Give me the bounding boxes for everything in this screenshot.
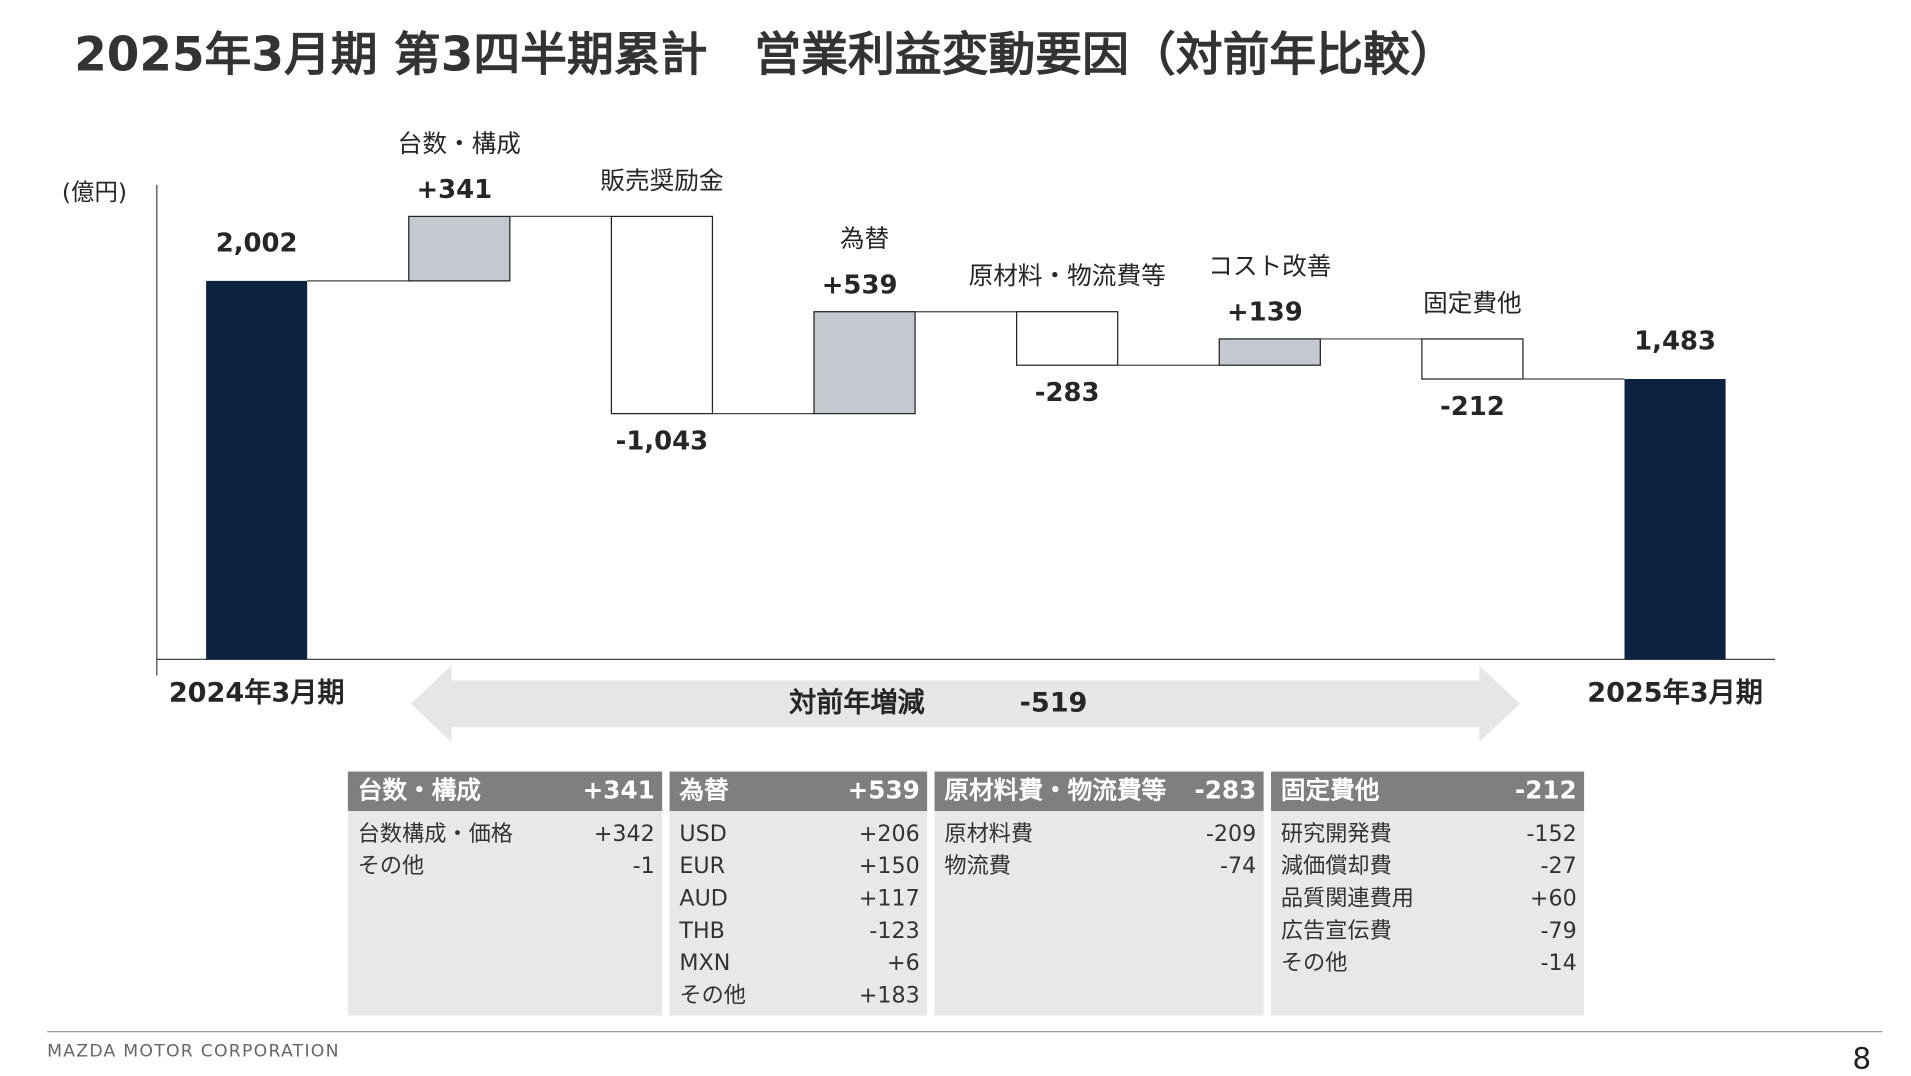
row-value: -1: [633, 853, 655, 879]
bar: [408, 215, 511, 282]
row-value: -79: [1540, 918, 1576, 944]
table-title: 台数・構成: [358, 775, 482, 804]
category-label: コスト改善: [1208, 251, 1331, 280]
slide-title: 2025年3月期 第3四半期累計 営業利益変動要因（対前年比較）: [74, 28, 1457, 82]
table-title: 固定費他: [1281, 775, 1380, 804]
table-body: [347, 811, 663, 1016]
table-total: -212: [1515, 775, 1577, 804]
table-body: [1271, 811, 1585, 1016]
category-label: 原材料・物流費等: [969, 261, 1166, 290]
bar: [1624, 379, 1726, 660]
table-title: 原材料費・物流費等: [944, 775, 1166, 804]
category-label: 固定費他: [1423, 288, 1522, 317]
row-name: 研究開発費: [1281, 821, 1392, 847]
row-name: MXN: [679, 950, 730, 976]
row-name: EUR: [679, 853, 725, 879]
row-value: -27: [1540, 853, 1576, 879]
category-label: 販売奨励金: [600, 166, 723, 195]
row-value: +60: [1530, 886, 1577, 912]
row-value: +150: [859, 853, 920, 879]
footer-text: MAZDA MOTOR CORPORATION: [47, 1041, 340, 1061]
category-label: 2024年3月期: [169, 676, 345, 708]
row-value: -74: [1220, 853, 1256, 879]
category-label: 台数・構成: [398, 129, 521, 158]
page-number: 8: [1852, 1041, 1871, 1075]
row-name: 減価償却費: [1281, 853, 1392, 879]
value-label: 2,002: [216, 228, 298, 258]
row-name: その他: [679, 982, 746, 1008]
bar: [1421, 338, 1524, 380]
change-label: 対前年増減: [789, 686, 925, 718]
value-label: +341: [417, 175, 493, 205]
bar: [1016, 311, 1119, 366]
table-header: [1271, 771, 1585, 812]
row-value: +6: [887, 950, 920, 976]
row-name: 広告宣伝費: [1281, 918, 1392, 944]
row-value: -152: [1526, 821, 1576, 847]
change-value: -519: [1020, 687, 1088, 718]
table-total: +539: [848, 775, 920, 804]
row-value: -209: [1206, 821, 1256, 847]
table-title: 為替: [679, 775, 729, 804]
category-label: 2025年3月期: [1587, 676, 1763, 708]
row-name: その他: [358, 853, 425, 879]
value-label: +539: [822, 270, 898, 300]
row-value: +206: [859, 821, 920, 847]
row-name: 原材料費: [944, 821, 1033, 847]
table-total: +341: [583, 775, 655, 804]
row-value: +183: [859, 982, 920, 1008]
category-label: 為替: [840, 224, 889, 253]
row-name: 品質関連費用: [1281, 886, 1414, 912]
unit-label: (億円): [62, 178, 127, 206]
row-name: その他: [1281, 950, 1348, 976]
bar: [1218, 338, 1321, 366]
value-label: -1,043: [616, 426, 709, 456]
value-label: 1,483: [1634, 327, 1716, 357]
table-total: -283: [1195, 775, 1257, 804]
row-name: 台数構成・価格: [358, 821, 513, 847]
bar: [610, 215, 714, 415]
table-body: [934, 811, 1264, 1016]
change-arrow: [410, 665, 1520, 742]
row-value: +117: [859, 886, 920, 912]
table-header: [934, 771, 1264, 812]
bar: [206, 280, 308, 660]
table-header: [669, 771, 928, 812]
table-header: [347, 771, 663, 812]
row-value: -14: [1540, 950, 1576, 976]
row-value: -123: [869, 918, 919, 944]
table-body: [669, 811, 928, 1016]
row-name: AUD: [679, 886, 727, 912]
value-label: -212: [1440, 392, 1505, 422]
row-name: THB: [678, 918, 724, 944]
row-name: USD: [679, 821, 726, 847]
value-label: -283: [1035, 378, 1100, 408]
row-value: +342: [594, 821, 655, 847]
row-name: 物流費: [944, 853, 1011, 879]
bar: [813, 311, 916, 415]
value-label: +139: [1227, 298, 1303, 328]
